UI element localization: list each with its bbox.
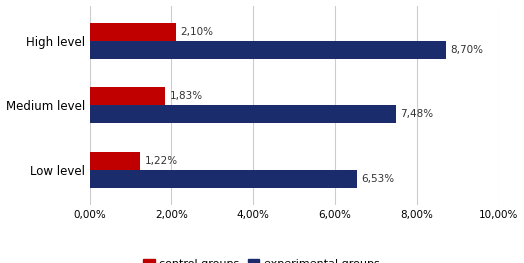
Text: 1,22%: 1,22%: [145, 156, 178, 166]
Bar: [90, 105, 396, 123]
Text: 8,70%: 8,70%: [451, 45, 484, 55]
Bar: [90, 170, 357, 188]
Text: 6,53%: 6,53%: [362, 174, 395, 184]
Text: 7,48%: 7,48%: [400, 109, 434, 119]
Bar: [90, 23, 176, 41]
Legend: control groups, experimental groups: control groups, experimental groups: [139, 255, 384, 263]
Bar: [90, 87, 165, 105]
Bar: [90, 152, 139, 170]
Text: 1,83%: 1,83%: [169, 91, 203, 101]
Bar: [90, 41, 445, 59]
Text: 2,10%: 2,10%: [180, 27, 213, 37]
